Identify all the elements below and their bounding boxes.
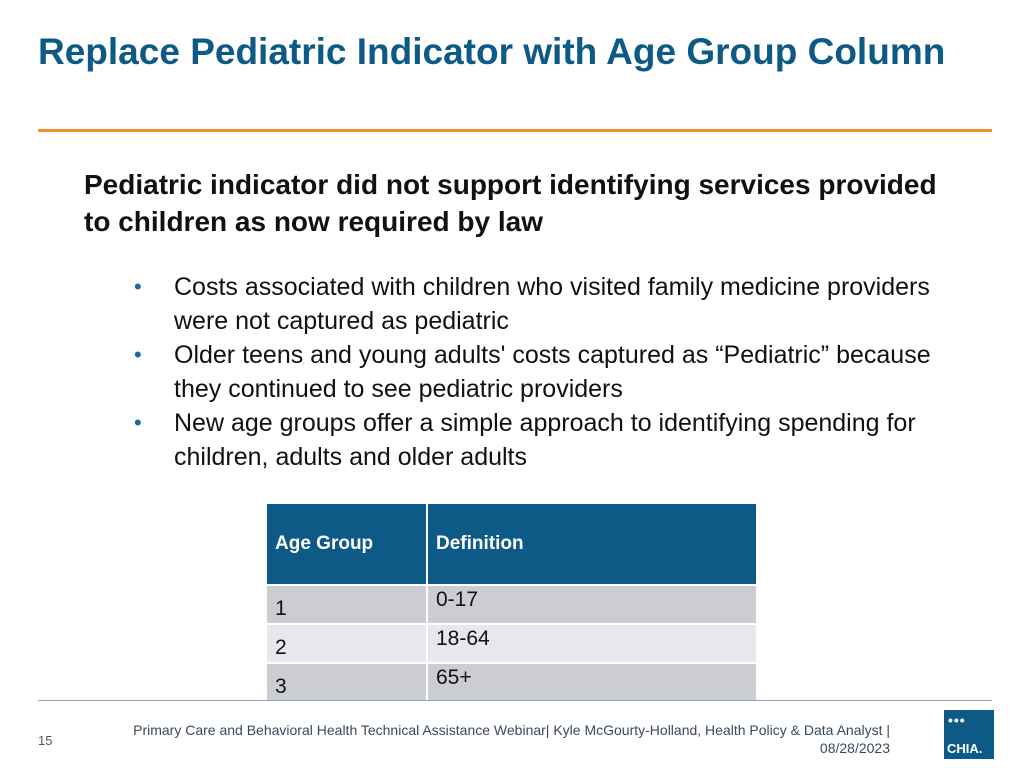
table-row: 2 18-64 bbox=[267, 623, 756, 663]
table-row: 1 0-17 bbox=[267, 584, 756, 624]
bullet-list: • Costs associated with children who vis… bbox=[134, 270, 934, 474]
slide-title: Replace Pediatric Indicator with Age Gro… bbox=[38, 31, 946, 72]
bullet-text: New age groups offer a simple approach t… bbox=[174, 409, 916, 471]
table-row: 3 65+ bbox=[267, 662, 756, 701]
age-group-table: Age Group Definition 1 0-17 2 18-64 3 65… bbox=[267, 504, 756, 701]
chia-logo: ••• CHIA. bbox=[944, 710, 994, 759]
age-group-header: Age Group bbox=[267, 504, 428, 585]
logo-dots-icon: ••• bbox=[948, 712, 966, 728]
definition-cell: 18-64 bbox=[427, 623, 756, 663]
definition-cell: 65+ bbox=[427, 662, 756, 701]
bullet-item: • Costs associated with children who vis… bbox=[134, 270, 934, 338]
age-group-cell: 3 bbox=[267, 662, 428, 701]
definition-header: Definition bbox=[427, 504, 756, 585]
bullet-icon: • bbox=[134, 410, 142, 435]
definition-cell: 0-17 bbox=[427, 584, 756, 624]
bullet-item: • New age groups offer a simple approach… bbox=[134, 406, 934, 474]
bullet-text: Costs associated with children who visit… bbox=[174, 273, 930, 335]
page-number: 15 bbox=[38, 733, 53, 748]
age-group-cell: 2 bbox=[267, 623, 428, 663]
slide-subtitle: Pediatric indicator did not support iden… bbox=[84, 169, 937, 237]
footer-caption: Primary Care and Behavioral Health Techn… bbox=[133, 722, 890, 756]
bullet-text: Older teens and young adults' costs capt… bbox=[174, 341, 931, 403]
bullet-item: • Older teens and young adults' costs ca… bbox=[134, 338, 934, 406]
age-group-cell: 1 bbox=[267, 584, 428, 624]
table-header-row: Age Group Definition bbox=[267, 504, 756, 585]
bullet-icon: • bbox=[134, 342, 142, 367]
bullet-icon: • bbox=[134, 274, 142, 299]
footer-divider bbox=[38, 700, 992, 701]
logo-wordmark: CHIA. bbox=[947, 741, 983, 756]
title-divider bbox=[38, 129, 992, 132]
